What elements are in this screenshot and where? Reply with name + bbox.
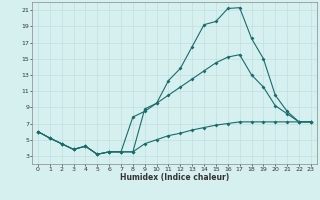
X-axis label: Humidex (Indice chaleur): Humidex (Indice chaleur) bbox=[120, 173, 229, 182]
